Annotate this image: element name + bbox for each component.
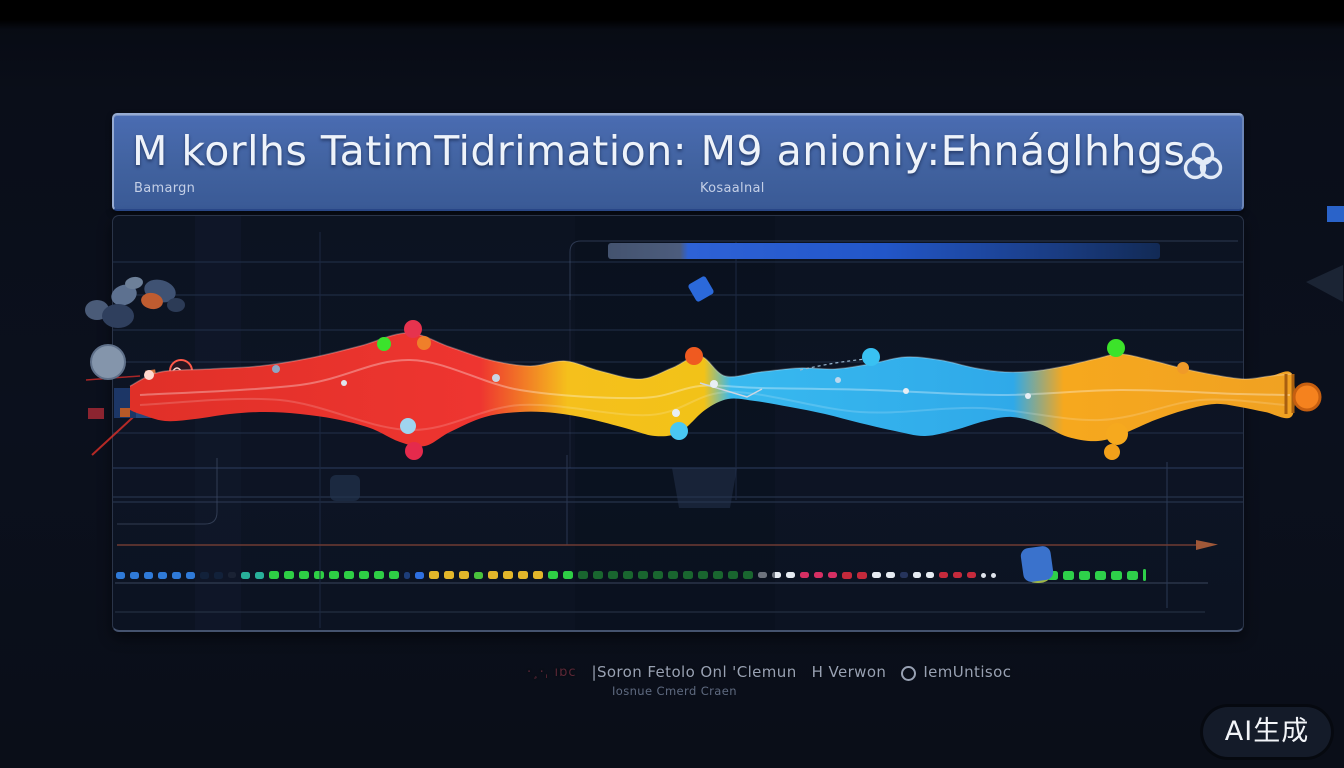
strip-dot (228, 572, 236, 578)
strip-dot (329, 571, 339, 579)
strip-dot (800, 572, 809, 578)
strip-dot (953, 572, 962, 578)
strip-dot (186, 571, 195, 579)
legend-item-3[interactable]: IemUntisoc (923, 663, 1012, 681)
strip-dot (578, 571, 588, 579)
strip-dot (842, 571, 852, 579)
strip-dot (713, 571, 723, 579)
strip-dot (668, 571, 678, 579)
strip-dot (913, 572, 921, 578)
title-bar: M korlhs TatimTidrimation: M9 anioniy:Eh… (112, 113, 1244, 211)
marker-dot (1292, 382, 1322, 412)
strip-dot (991, 572, 996, 578)
strip-dot (1031, 570, 1042, 580)
strip-dot (872, 572, 881, 578)
strip-dot (886, 572, 895, 578)
strip-dot (503, 571, 513, 579)
strip-dot (548, 571, 558, 579)
strip-dot (1095, 570, 1106, 580)
footer-caption: Iosnue Cmerd Craen (612, 684, 737, 698)
edge-blue-tab[interactable] (1327, 206, 1344, 222)
strip-dot (638, 571, 648, 579)
strip-dot (1047, 570, 1058, 580)
edge-dark-triangle (1306, 265, 1343, 302)
footer-legend: ·¸·ˌ ıɒc |Soron Fetolo Onl 'Clemun H Ver… (527, 663, 1011, 681)
title-subtitle-center: Kosaalnal (700, 181, 765, 196)
strip-dot (563, 571, 573, 579)
strip-dot (758, 572, 767, 578)
strip-dot (1111, 570, 1122, 580)
strip-dot (967, 572, 976, 578)
strip-dot (772, 572, 781, 578)
strip-dot (926, 572, 934, 578)
strip-dot (144, 571, 153, 579)
strip-dot (444, 571, 454, 579)
power-icon (901, 665, 917, 681)
strip-dot (255, 571, 264, 579)
ai-watermark: AI生成 (1203, 707, 1331, 757)
top-black-bar (0, 0, 1344, 30)
dotted-data-strip (116, 568, 1211, 582)
strip-dot (284, 571, 294, 579)
strip-dot (374, 571, 384, 579)
strip-dot (1079, 570, 1090, 580)
strip-dot (939, 572, 948, 578)
strip-dot (698, 571, 708, 579)
strip-dot (241, 571, 250, 579)
strip-dot (158, 571, 167, 579)
nozzle-rim (1284, 374, 1295, 414)
strip-dot (1016, 571, 1026, 579)
strip-dot (683, 571, 693, 579)
strip-dot (214, 571, 223, 579)
strip-dot (981, 572, 986, 578)
knot-icon[interactable] (1180, 139, 1226, 185)
strip-dot (415, 571, 424, 579)
strip-dot (1143, 569, 1146, 581)
strip-dot (269, 571, 279, 579)
strip-dot (814, 572, 823, 578)
strip-dot (743, 571, 753, 579)
strip-dot (404, 571, 410, 579)
strip-dot (299, 571, 309, 579)
strip-dot (116, 571, 125, 579)
strip-dot (653, 571, 663, 579)
strip-dot (1001, 571, 1011, 579)
strip-dot (488, 571, 498, 579)
strip-dot (623, 571, 633, 579)
strip-dot (593, 571, 603, 579)
strip-dot (474, 571, 483, 579)
strip-dot (608, 571, 618, 579)
strip-dot (359, 571, 369, 579)
strip-dot (1127, 570, 1138, 580)
strip-dot (172, 571, 181, 579)
strip-dot (518, 571, 528, 579)
strip-dot (728, 571, 738, 579)
strip-dot (900, 572, 908, 578)
page-title: M korlhs TatimTidrimation: M9 anioniy:Eh… (132, 127, 1186, 175)
strip-dot (828, 572, 837, 578)
strip-dot (1063, 570, 1074, 580)
legend-prefix: ·¸·ˌ ıɒc (527, 664, 577, 680)
strip-dot (344, 571, 354, 579)
strip-dot (459, 571, 469, 579)
strip-dot (130, 571, 139, 579)
legend-item-1[interactable]: |Soron Fetolo Onl 'Clemun (591, 663, 797, 681)
title-subtitle-left: Bamargn (134, 181, 196, 196)
legend-item-2[interactable]: H Verwon (811, 663, 887, 681)
strip-dot (314, 571, 324, 579)
strip-dot (857, 571, 867, 579)
strip-dot (429, 571, 439, 579)
strip-dot (200, 571, 209, 579)
strip-dot (533, 571, 543, 579)
strip-dot (389, 571, 399, 579)
strip-dot (786, 572, 795, 578)
